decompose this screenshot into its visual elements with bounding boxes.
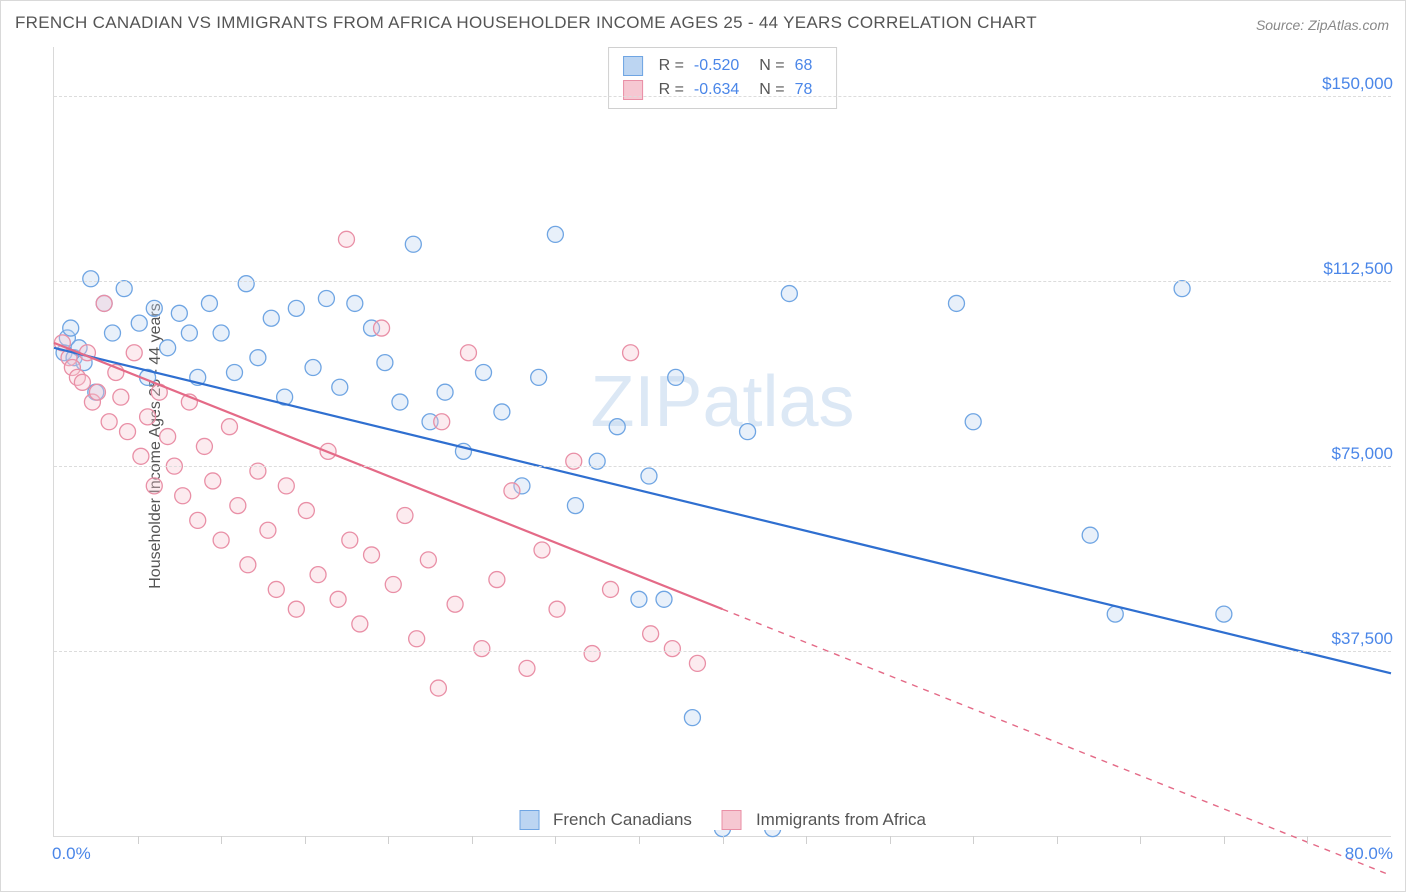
n-value-2: 78 bbox=[795, 78, 813, 102]
n-label-2: N = bbox=[759, 78, 784, 102]
legend-series: French Canadians Immigrants from Africa bbox=[511, 810, 934, 830]
source-label: Source: bbox=[1256, 17, 1308, 33]
y-grid-label: $150,000 bbox=[1322, 74, 1393, 94]
chart-container: FRENCH CANADIAN VS IMMIGRANTS FROM AFRIC… bbox=[0, 0, 1406, 892]
swatch-blue-2 bbox=[519, 810, 539, 830]
r-label-2: R = bbox=[659, 78, 684, 102]
swatch-blue bbox=[623, 56, 643, 76]
y-grid-label: $75,000 bbox=[1332, 444, 1393, 464]
source-attribution: Source: ZipAtlas.com bbox=[1256, 17, 1389, 33]
legend-row-1: R = -0.520 N = 68 bbox=[623, 54, 823, 78]
n-value-1: 68 bbox=[795, 54, 813, 78]
chart-title: FRENCH CANADIAN VS IMMIGRANTS FROM AFRIC… bbox=[15, 13, 1037, 33]
legend-item-2: Immigrants from Africa bbox=[722, 810, 926, 830]
x-axis-max: 80.0% bbox=[1345, 844, 1393, 864]
y-grid-label: $112,500 bbox=[1323, 259, 1393, 279]
source-site: ZipAtlas.com bbox=[1308, 17, 1389, 33]
legend-label-2: Immigrants from Africa bbox=[756, 810, 926, 830]
r-label-1: R = bbox=[659, 54, 684, 78]
r-value-2: -0.634 bbox=[694, 78, 739, 102]
legend-correlation: R = -0.520 N = 68 R = -0.634 N = 78 bbox=[608, 47, 838, 109]
r-value-1: -0.520 bbox=[694, 54, 739, 78]
legend-item-1: French Canadians bbox=[519, 810, 692, 830]
y-grid-label: $37,500 bbox=[1332, 629, 1393, 649]
n-label-1: N = bbox=[759, 54, 784, 78]
legend-label-1: French Canadians bbox=[553, 810, 692, 830]
legend-row-2: R = -0.634 N = 78 bbox=[623, 78, 823, 102]
swatch-pink-2 bbox=[722, 810, 742, 830]
plot-area: ZIPatlas R = -0.520 N = 68 R = -0.634 N … bbox=[53, 47, 1391, 837]
scatter-svg bbox=[54, 47, 1391, 836]
x-axis-min: 0.0% bbox=[52, 844, 91, 864]
